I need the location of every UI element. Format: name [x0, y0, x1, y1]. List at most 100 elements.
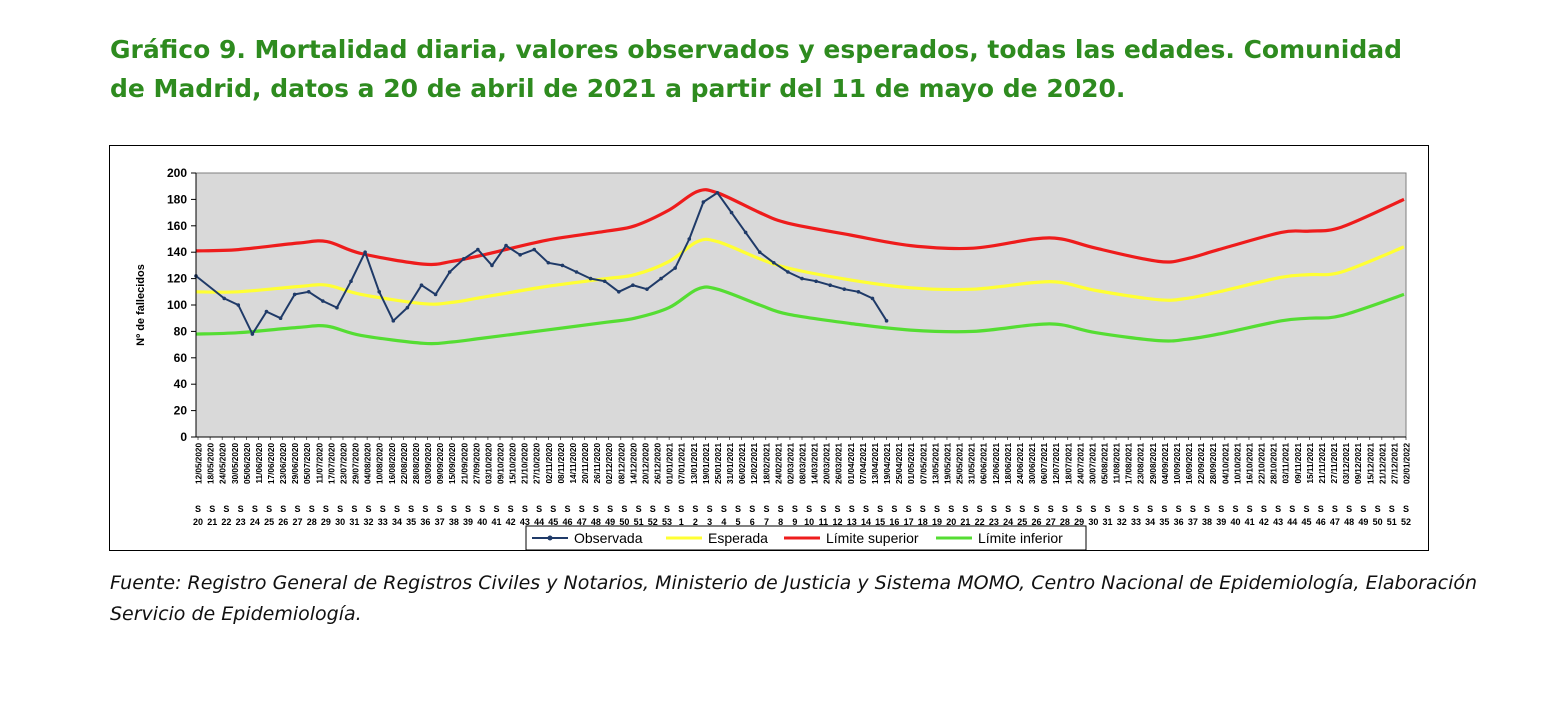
x-week-prefix: S — [735, 504, 741, 514]
x-date-label: 08/11/2020 — [557, 443, 566, 484]
x-date-label: 02/11/2020 — [545, 443, 554, 484]
x-week-prefix: S — [948, 504, 954, 514]
x-week-prefix: S — [1019, 504, 1025, 514]
x-week-prefix: S — [266, 504, 272, 514]
y-tick-label: 60 — [174, 351, 188, 365]
x-date-label: 07/01/2021 — [678, 443, 687, 484]
observada-point — [363, 250, 367, 254]
x-date-label: 15/12/2021 — [1366, 443, 1375, 484]
x-week-prefix: S — [223, 504, 229, 514]
x-week-label: 12 — [833, 517, 843, 527]
x-week-label: 34 — [392, 517, 402, 527]
y-tick-label: 120 — [167, 272, 187, 286]
x-week-prefix: S — [1403, 504, 1409, 514]
observada-point — [532, 247, 537, 252]
x-date-label: 11/08/2021 — [1113, 443, 1122, 484]
x-week-label: 24 — [250, 517, 260, 527]
x-week-prefix: S — [806, 504, 812, 514]
observada-point — [673, 266, 677, 270]
x-date-label: 06/07/2021 — [1040, 443, 1049, 484]
x-week-prefix: S — [920, 504, 926, 514]
x-week-prefix: S — [1176, 504, 1182, 514]
x-week-prefix: S — [1119, 504, 1125, 514]
observada-point — [250, 332, 255, 336]
x-week-prefix: S — [493, 504, 499, 514]
observada-point — [828, 283, 832, 287]
x-week-label: 42 — [506, 517, 516, 527]
x-week-label: 53 — [662, 517, 672, 527]
x-week-label: 39 — [463, 517, 473, 527]
x-date-label: 09/12/2021 — [1354, 443, 1363, 484]
x-week-label: 27 — [1046, 517, 1056, 527]
x-week-label: 48 — [591, 517, 601, 527]
x-date-label: 02/03/2021 — [786, 443, 795, 484]
x-week-label: 36 — [420, 517, 430, 527]
x-date-label: 07/05/2021 — [919, 443, 928, 484]
x-week-label: 23 — [989, 517, 999, 527]
x-date-label: 01/01/2021 — [666, 443, 675, 484]
x-date-label: 22/08/2020 — [400, 443, 409, 484]
x-week-prefix: S — [1261, 504, 1267, 514]
x-week-label: 21 — [960, 517, 970, 527]
x-date-label: 10/09/2021 — [1173, 443, 1182, 484]
x-date-label: 29/08/2021 — [1149, 443, 1158, 484]
x-week-label: 42 — [1259, 517, 1269, 527]
x-date-label: 04/10/2021 — [1221, 443, 1230, 484]
x-date-label: 20/12/2020 — [641, 443, 650, 484]
observada-point — [659, 276, 663, 281]
x-date-label: 12/07/2021 — [1052, 443, 1061, 484]
observada-point — [701, 200, 706, 204]
x-date-label: 27/09/2020 — [472, 443, 481, 484]
x-week-prefix: S — [1232, 504, 1238, 514]
x-week-prefix: S — [1389, 504, 1395, 514]
x-date-label: 29/06/2020 — [291, 443, 300, 484]
observada-point — [433, 292, 438, 297]
x-date-label: 28/08/2020 — [412, 443, 421, 484]
x-week-prefix: S — [991, 504, 997, 514]
x-date-label: 20/03/2021 — [823, 443, 832, 484]
x-date-label: 15/09/2020 — [448, 443, 457, 484]
x-date-label: 18/05/2020 — [207, 443, 216, 484]
observada-point — [335, 305, 339, 310]
x-week-prefix: S — [280, 504, 286, 514]
x-week-label: 48 — [1344, 517, 1354, 527]
x-week-prefix: S — [1190, 504, 1196, 514]
x-week-label: 47 — [1330, 517, 1340, 527]
x-date-label: 12/06/2021 — [992, 443, 1001, 484]
x-week-label: 20 — [193, 517, 203, 527]
x-week-prefix: S — [351, 504, 357, 514]
x-week-prefix: S — [195, 504, 201, 514]
x-date-label: 02/01/2022 — [1403, 443, 1412, 484]
observada-point — [391, 319, 396, 323]
x-date-label: 23/06/2020 — [279, 443, 288, 484]
x-week-label: 43 — [1273, 517, 1283, 527]
x-date-label: 03/12/2021 — [1342, 443, 1351, 484]
x-week-prefix: S — [792, 504, 798, 514]
x-week-prefix: S — [1048, 504, 1054, 514]
x-week-prefix: S — [1076, 504, 1082, 514]
x-week-label: 41 — [1245, 517, 1255, 527]
x-week-label: 15 — [875, 517, 885, 527]
x-week-prefix: S — [636, 504, 642, 514]
x-week-prefix: S — [1161, 504, 1167, 514]
x-week-label: 50 — [619, 517, 629, 527]
x-week-prefix: S — [1318, 504, 1324, 514]
x-week-label: 50 — [1373, 517, 1383, 527]
x-week-label: 21 — [207, 517, 217, 527]
observada-point — [757, 250, 762, 254]
observada-point — [715, 191, 720, 195]
observada-point — [476, 247, 480, 252]
x-week-label: 30 — [1088, 517, 1098, 527]
legend-label-observada: Observada — [574, 530, 643, 546]
x-week-prefix: S — [778, 504, 784, 514]
observada-point — [321, 299, 325, 303]
x-week-label: 4 — [721, 517, 726, 527]
x-week-prefix: S — [1275, 504, 1281, 514]
x-week-prefix: S — [1090, 504, 1096, 514]
x-date-label: 28/09/2021 — [1209, 443, 1218, 484]
x-week-prefix: S — [593, 504, 599, 514]
observada-point — [278, 316, 283, 320]
x-week-prefix: S — [1204, 504, 1210, 514]
x-week-prefix: S — [422, 504, 428, 514]
x-week-prefix: S — [508, 504, 514, 514]
